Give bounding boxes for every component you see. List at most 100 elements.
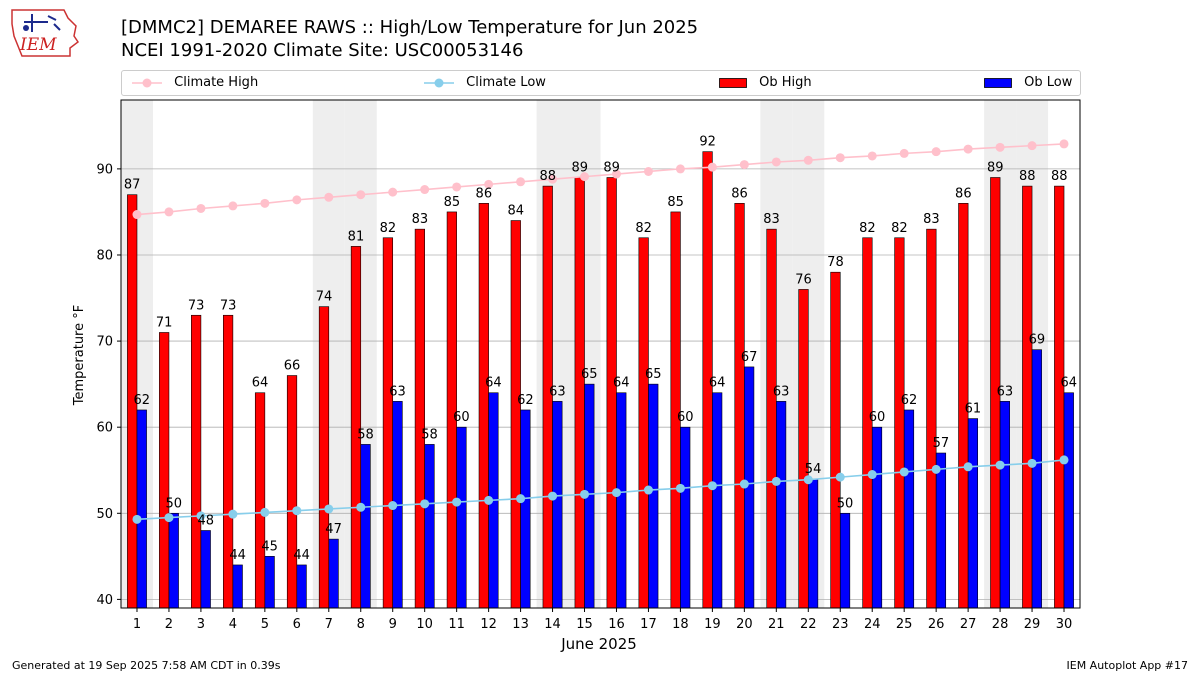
climate-low-point-4 (228, 509, 238, 519)
ob-low-bar-30 (1063, 392, 1074, 609)
climate-high-point-13 (516, 177, 526, 187)
ob-low-bar-29 (1031, 349, 1042, 609)
ob-high-label-26: 83 (923, 212, 940, 227)
ob-low-label-19: 64 (709, 376, 726, 391)
ob-high-bar-15 (574, 177, 585, 609)
ob-low-bar-21 (776, 401, 787, 609)
ob-low-label-1: 62 (134, 393, 151, 408)
ob-low-bar-27 (967, 418, 979, 609)
ob-high-label-7: 74 (316, 290, 333, 305)
footer-app-text: IEM Autoplot App #17 (1066, 659, 1189, 672)
climate-high-point-6 (292, 195, 302, 205)
ob-high-bar-7 (318, 306, 330, 609)
climate-low-point-10 (420, 499, 430, 509)
ob-low-label-18: 60 (677, 410, 694, 425)
climate-high-point-17 (643, 166, 653, 176)
ob-low-bar-10 (424, 444, 435, 609)
climate-low-point-6 (292, 506, 302, 516)
ob-low-label-15: 65 (581, 367, 598, 382)
x-tick-label-23: 23 (832, 617, 849, 632)
climate-low-point-9 (388, 501, 398, 511)
climate-low-point-5 (260, 507, 270, 517)
climate-high-point-12 (484, 179, 494, 189)
climate-high-point-28 (995, 142, 1005, 152)
climate-low-point-15 (580, 489, 590, 499)
x-tick-label-14: 14 (544, 617, 561, 632)
x-tick-label-4: 4 (229, 617, 237, 632)
x-tick-label-6: 6 (293, 617, 301, 632)
gridlines (121, 168, 1080, 600)
ob-low-bar-6 (296, 564, 307, 609)
ob-low-bar-22 (807, 478, 819, 609)
x-tick-label-7: 7 (325, 617, 333, 632)
climate-high-point-11 (452, 182, 462, 192)
legend-label-ob-high: Ob High (759, 75, 812, 90)
x-tick-label-19: 19 (704, 617, 721, 632)
legend-marker-climate-high (132, 78, 162, 87)
climate-low-point-14 (548, 491, 558, 501)
legend-marker-climate-low (424, 78, 454, 87)
ob-high-label-18: 85 (667, 195, 684, 210)
climate-low-point-16 (611, 488, 621, 498)
climate-high-point-3 (196, 203, 206, 213)
ob-high-label-8: 81 (348, 229, 365, 244)
ob-low-label-6: 44 (293, 548, 310, 563)
ob-low-label-28: 63 (997, 384, 1014, 399)
bars (127, 151, 1074, 609)
climate-high-point-15 (580, 172, 590, 182)
ob-low-bar-23 (839, 512, 851, 609)
x-tick-label-2: 2 (165, 617, 173, 632)
climate-low-point-26 (931, 464, 941, 474)
ob-low-bar-25 (903, 409, 915, 609)
x-tick-label-30: 30 (1056, 617, 1073, 632)
ob-low-label-27: 61 (965, 402, 982, 417)
y-axis-label: Temperature °F (72, 305, 87, 406)
x-tick-label-29: 29 (1024, 617, 1041, 632)
y-tick-label-80: 80 (96, 248, 113, 263)
climate-high-point-25 (899, 148, 909, 158)
ob-high-label-6: 66 (284, 359, 301, 374)
ob-high-label-19: 92 (699, 135, 716, 150)
ob-low-bar-26 (935, 452, 947, 609)
x-tick-label-11: 11 (448, 617, 465, 632)
climate-low-point-25 (899, 467, 909, 477)
ob-high-label-21: 83 (763, 212, 780, 227)
ob-low-bar-7 (328, 538, 339, 609)
ob-high-label-25: 82 (891, 221, 908, 236)
climate-low-point-2 (164, 513, 174, 523)
ob-high-label-1: 87 (124, 178, 141, 193)
x-tick-label-27: 27 (960, 617, 977, 632)
legend-marker-ob-low (984, 77, 1012, 88)
climate-high-point-2 (164, 207, 174, 217)
x-tick-label-20: 20 (736, 617, 753, 632)
legend-marker-ob-high (719, 77, 747, 88)
bar-value-labels: 87 62 71 50 73 48 73 44 64 45 66 44 74 47 81 58 82 63 83 58… (124, 135, 1077, 563)
climate-low-point-30 (1059, 455, 1069, 465)
climate-low-point-11 (452, 497, 462, 507)
ob-high-bar-9 (382, 237, 394, 609)
ob-low-label-11: 60 (453, 410, 470, 425)
iem-logo: IEM (8, 6, 84, 64)
ob-high-bar-3 (191, 314, 202, 609)
chart-subtitle: NCEI 1991-2020 Climate Site: USC00053146 (121, 40, 524, 61)
ob-high-bar-21 (766, 228, 777, 609)
ob-high-label-24: 82 (859, 221, 876, 236)
ob-high-bar-13 (510, 220, 521, 609)
climate-low-point-8 (356, 502, 366, 512)
x-tick-label-17: 17 (640, 617, 657, 632)
ob-low-label-3: 48 (197, 514, 214, 529)
climate-high-point-7 (324, 192, 334, 202)
ob-low-bar-18 (680, 426, 691, 609)
x-tick-label-10: 10 (416, 617, 433, 632)
ob-low-bar-4 (232, 564, 243, 609)
x-tick-label-5: 5 (261, 617, 269, 632)
ob-high-label-3: 73 (188, 298, 205, 313)
climate-high-point-16 (611, 169, 621, 179)
x-axis-label: June 2025 (560, 635, 637, 653)
ob-high-bar-6 (286, 375, 298, 609)
iowa-outline-shape (11, 9, 80, 57)
legend-item-climate-high: Climate High (132, 74, 258, 92)
climate-high-point-27 (963, 144, 973, 154)
ob-high-label-22: 76 (795, 272, 812, 287)
